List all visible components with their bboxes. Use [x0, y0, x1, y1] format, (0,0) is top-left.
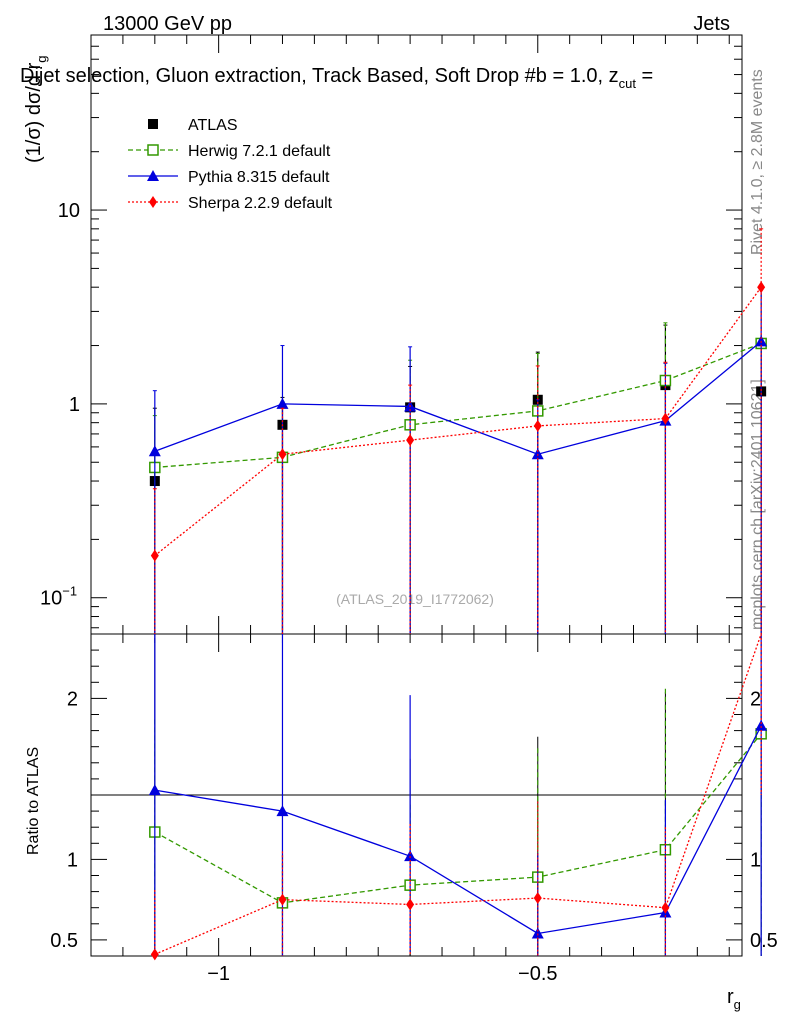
sherpa-point [533, 419, 542, 432]
sherpa-ratio-line [154, 633, 762, 955]
sherpa-point [406, 434, 415, 447]
y-tick-label: 10−1 [40, 584, 77, 610]
pythia-point [148, 445, 161, 457]
sherpa-point [278, 448, 287, 461]
pythia-main-line [154, 340, 762, 455]
y-tick-label: 10 [58, 200, 80, 222]
y-axis-title-sub: g [34, 56, 49, 63]
pythia-ratio-point [148, 784, 161, 796]
herwig-legend-label: Herwig 7.2.1 default [188, 143, 331, 160]
x-axis-title: rg [727, 986, 741, 1012]
ratio-tick-label-left: 1 [67, 849, 78, 871]
pythia-legend-label: Pythia 8.315 default [188, 169, 330, 186]
atlas-legend-marker [148, 119, 158, 129]
x-tick-label: −1 [207, 963, 230, 985]
sherpa-main-line [154, 286, 762, 557]
y-tick-label: 1 [69, 394, 80, 416]
pythia-ratio-point [531, 927, 544, 939]
sherpa-legend-label: Sherpa 2.2.9 default [188, 195, 333, 212]
ratio-tick-label-right: 1 [750, 849, 761, 871]
pythia-ratio-line [154, 725, 762, 935]
plot-title-main: Dijet selection, Gluon extraction, Track… [20, 65, 619, 87]
pythia-legend-marker [147, 170, 159, 181]
plot-title-sub: cut [619, 76, 637, 91]
x-axis-title-main: r [727, 986, 734, 1008]
pythia-ratio-point [404, 850, 417, 862]
herwig-legend-marker [147, 144, 159, 156]
ratio-tick-label-left: 2 [67, 688, 78, 710]
axis-ticks: 10−1 1 10 0.5 0.5 1 1 2 2 −1 −0.5 [40, 34, 778, 985]
pythia-point [531, 448, 544, 460]
legend: ATLAS Herwig 7.2.1 default Pythia 8.315 de… [128, 117, 333, 212]
sherpa-ratio-point [150, 948, 159, 961]
sherpa-ratio-point [278, 893, 287, 906]
herwig-ratio-line [154, 733, 762, 904]
y-axis-title-main: (1/σ) dσ/d r [23, 62, 45, 163]
pythia-ratio-point [755, 719, 768, 731]
sherpa-point [661, 412, 670, 425]
plot-title: Dijet selection, Gluon extraction, Track… [20, 65, 653, 91]
atlas-legend-label: ATLAS [188, 117, 238, 134]
sherpa-point [757, 281, 766, 294]
ratio-tick-label-right: 0.5 [750, 930, 778, 952]
pythia-point [276, 397, 289, 409]
sherpa-legend-marker [149, 196, 157, 208]
sherpa-ratio-point [406, 898, 415, 911]
x-tick-label: −0.5 [518, 963, 557, 985]
sherpa-point [150, 549, 159, 562]
herwig-main-line [154, 342, 762, 469]
sherpa-ratio-point [661, 901, 670, 914]
y-axis-title: (1/σ) dσ/d rg [23, 56, 49, 164]
main-panel-data [148, 228, 768, 634]
mcplots-reference: mcplots.cern.ch [arXiv:2401.10621] [749, 379, 766, 630]
energy-label: 13000 GeV pp [103, 13, 232, 35]
plot-title-tail: = [636, 65, 653, 87]
ratio-tick-label-right: 2 [750, 688, 761, 710]
pythia-ratio-point [276, 805, 289, 817]
analysis-watermark: (ATLAS_2019_I1772062) [336, 591, 494, 607]
process-label: Jets [693, 13, 730, 35]
ratio-tick-label-left: 0.5 [50, 930, 78, 952]
rivet-version: Rivet 4.1.0, ≥ 2.8M events [749, 69, 766, 255]
x-axis-title-sub: g [734, 997, 741, 1012]
ratio-panel-data [148, 633, 768, 961]
sherpa-ratio-point [533, 892, 542, 905]
ratio-axis-title: Ratio to ATLAS [25, 747, 42, 855]
